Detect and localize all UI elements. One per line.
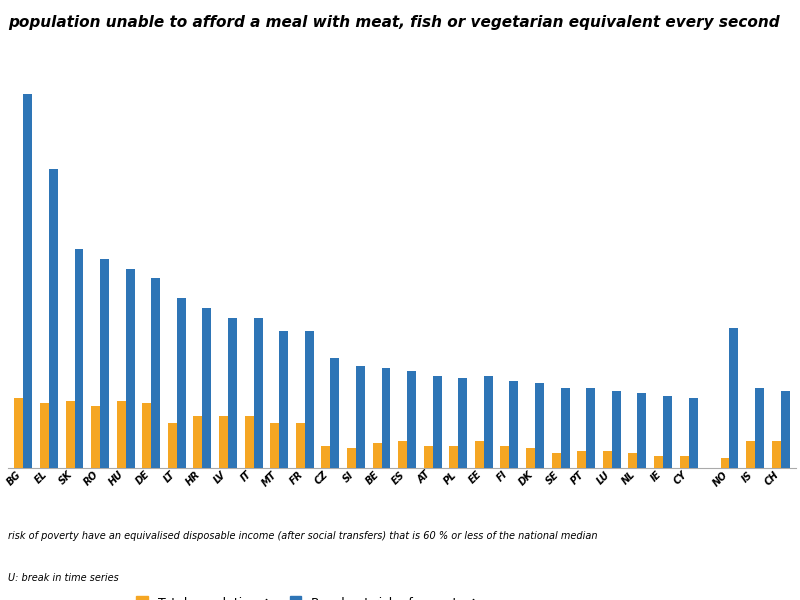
Bar (475, 440, 484, 468)
Bar (781, 391, 790, 468)
Bar (398, 440, 407, 468)
Bar (638, 393, 646, 468)
Bar (629, 453, 638, 468)
Bar (23, 94, 32, 468)
Bar (126, 269, 134, 468)
Bar (202, 308, 211, 468)
Bar (245, 416, 254, 468)
Bar (772, 440, 781, 468)
Bar (561, 388, 570, 468)
Bar (721, 458, 730, 468)
Bar (296, 423, 305, 468)
Bar (586, 388, 595, 468)
Bar (91, 406, 100, 468)
Bar (177, 298, 186, 468)
Bar (305, 331, 314, 468)
Bar (484, 376, 493, 468)
Bar (424, 446, 433, 468)
Bar (746, 440, 755, 468)
Bar (270, 423, 279, 468)
Text: risk of poverty have an equivalised disposable income (after social transfers) t: risk of poverty have an equivalised disp… (8, 531, 598, 541)
Text: population unable to afford a meal with meat, fish or vegetarian equivalent ever: population unable to afford a meal with … (8, 15, 780, 30)
Text: U: break in time series: U: break in time series (8, 573, 118, 583)
Bar (382, 368, 390, 468)
Bar (407, 371, 416, 468)
Bar (194, 416, 202, 468)
Bar (168, 423, 177, 468)
Bar (117, 401, 126, 468)
Bar (458, 378, 467, 468)
Bar (254, 319, 262, 468)
Bar (552, 453, 561, 468)
Bar (373, 443, 382, 468)
Bar (330, 358, 339, 468)
Bar (730, 328, 738, 468)
Bar (74, 248, 83, 468)
Bar (654, 455, 663, 468)
Bar (501, 446, 510, 468)
Bar (679, 455, 689, 468)
Bar (663, 395, 672, 468)
Bar (142, 403, 151, 468)
Bar (40, 403, 49, 468)
Bar (603, 451, 612, 468)
Bar (322, 446, 330, 468)
Bar (433, 376, 442, 468)
Bar (450, 446, 458, 468)
Bar (755, 388, 764, 468)
Bar (612, 391, 621, 468)
Bar (14, 398, 23, 468)
Bar (100, 259, 109, 468)
Legend: Total population ◆, People at-risk-of-poverty ◆: Total population ◆, People at-risk-of-po… (133, 593, 482, 600)
Bar (535, 383, 544, 468)
Bar (66, 401, 74, 468)
Bar (526, 448, 535, 468)
Bar (510, 381, 518, 468)
Bar (347, 448, 356, 468)
Bar (228, 319, 237, 468)
Bar (689, 398, 698, 468)
Bar (279, 331, 288, 468)
Bar (49, 169, 58, 468)
Bar (356, 366, 365, 468)
Bar (219, 416, 228, 468)
Bar (151, 278, 160, 468)
Bar (578, 451, 586, 468)
